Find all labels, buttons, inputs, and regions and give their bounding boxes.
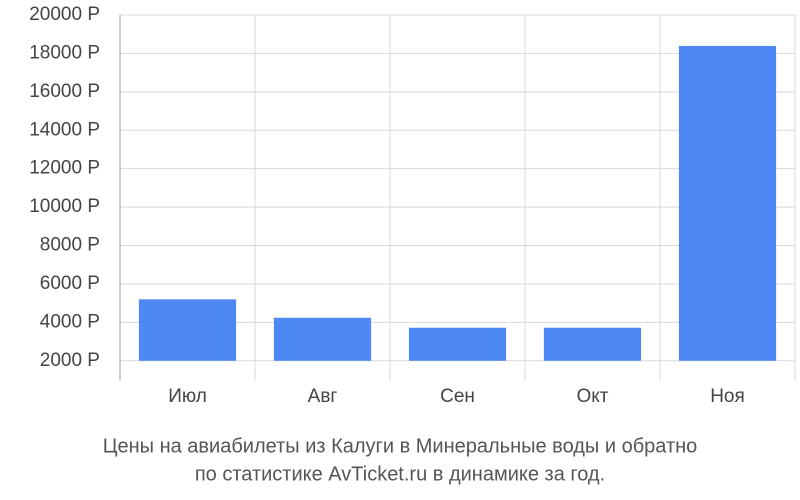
x-tick-label: Ноя: [710, 386, 745, 407]
y-tick-label: 8000 Р: [40, 235, 100, 256]
bar: [408, 327, 507, 361]
chart-title: по статистике AvTicket.ru в динамике за …: [195, 463, 605, 485]
y-tick-label: 6000 Р: [40, 273, 100, 294]
x-tick-label: Окт: [576, 386, 608, 407]
y-tick-label: 10000 Р: [29, 196, 100, 217]
x-tick-label: Сен: [440, 386, 475, 407]
bar: [543, 327, 642, 361]
y-tick-label: 20000 Р: [29, 4, 100, 25]
y-tick-label: 16000 Р: [29, 81, 100, 102]
y-tick-label: 12000 Р: [29, 158, 100, 179]
y-tick-label: 14000 Р: [29, 119, 100, 140]
chart-title: Цены на авиабилеты из Калуги в Минеральн…: [103, 435, 698, 457]
bar: [273, 317, 372, 361]
x-tick-label: Июл: [168, 386, 207, 407]
x-tick-label: Авг: [308, 386, 338, 407]
y-tick-label: 18000 Р: [29, 42, 100, 63]
y-tick-label: 2000 Р: [40, 350, 100, 371]
y-tick-label: 4000 Р: [40, 311, 100, 332]
bar: [678, 45, 777, 361]
bar: [138, 299, 237, 361]
